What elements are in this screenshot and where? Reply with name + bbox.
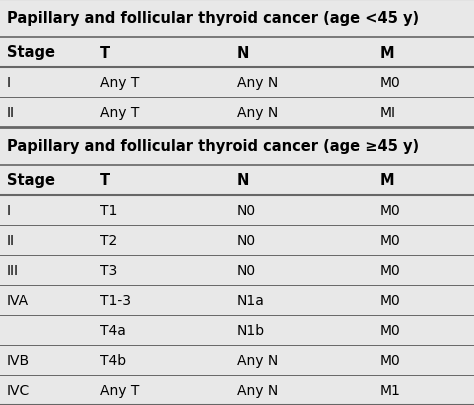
Text: M0: M0 xyxy=(379,263,400,277)
Text: T: T xyxy=(100,45,109,60)
Text: IVA: IVA xyxy=(7,293,29,307)
Text: M: M xyxy=(379,173,394,188)
Text: T3: T3 xyxy=(100,263,117,277)
Text: Any T: Any T xyxy=(100,383,139,397)
Text: II: II xyxy=(7,106,15,120)
Text: T1-3: T1-3 xyxy=(100,293,130,307)
Text: N: N xyxy=(237,173,249,188)
Text: M0: M0 xyxy=(379,323,400,337)
Text: T1: T1 xyxy=(100,203,117,217)
Text: Any N: Any N xyxy=(237,383,278,397)
Text: T4a: T4a xyxy=(100,323,126,337)
Text: M0: M0 xyxy=(379,293,400,307)
Text: T4b: T4b xyxy=(100,353,126,367)
Text: N: N xyxy=(237,45,249,60)
Text: Any N: Any N xyxy=(237,106,278,120)
Text: M: M xyxy=(379,45,394,60)
Text: I: I xyxy=(7,76,11,90)
Text: Papillary and follicular thyroid cancer (age <45 y): Papillary and follicular thyroid cancer … xyxy=(7,11,419,26)
Text: M0: M0 xyxy=(379,353,400,367)
Text: N0: N0 xyxy=(237,233,256,247)
Text: IVB: IVB xyxy=(7,353,30,367)
Text: N0: N0 xyxy=(237,203,256,217)
Text: III: III xyxy=(7,263,19,277)
Text: N1a: N1a xyxy=(237,293,265,307)
Text: II: II xyxy=(7,233,15,247)
Text: T2: T2 xyxy=(100,233,117,247)
Text: I: I xyxy=(7,203,11,217)
Text: M0: M0 xyxy=(379,233,400,247)
Text: Any T: Any T xyxy=(100,106,139,120)
Text: M0: M0 xyxy=(379,76,400,90)
Text: Papillary and follicular thyroid cancer (age ≥45 y): Papillary and follicular thyroid cancer … xyxy=(7,139,419,154)
Text: Stage: Stage xyxy=(7,45,55,60)
Text: IVC: IVC xyxy=(7,383,30,397)
Text: Any N: Any N xyxy=(237,353,278,367)
Text: Any T: Any T xyxy=(100,76,139,90)
Text: N0: N0 xyxy=(237,263,256,277)
Text: N1b: N1b xyxy=(237,323,265,337)
Text: Any N: Any N xyxy=(237,76,278,90)
Text: MI: MI xyxy=(379,106,395,120)
Text: M1: M1 xyxy=(379,383,400,397)
Text: M0: M0 xyxy=(379,203,400,217)
Text: Stage: Stage xyxy=(7,173,55,188)
Text: T: T xyxy=(100,173,109,188)
